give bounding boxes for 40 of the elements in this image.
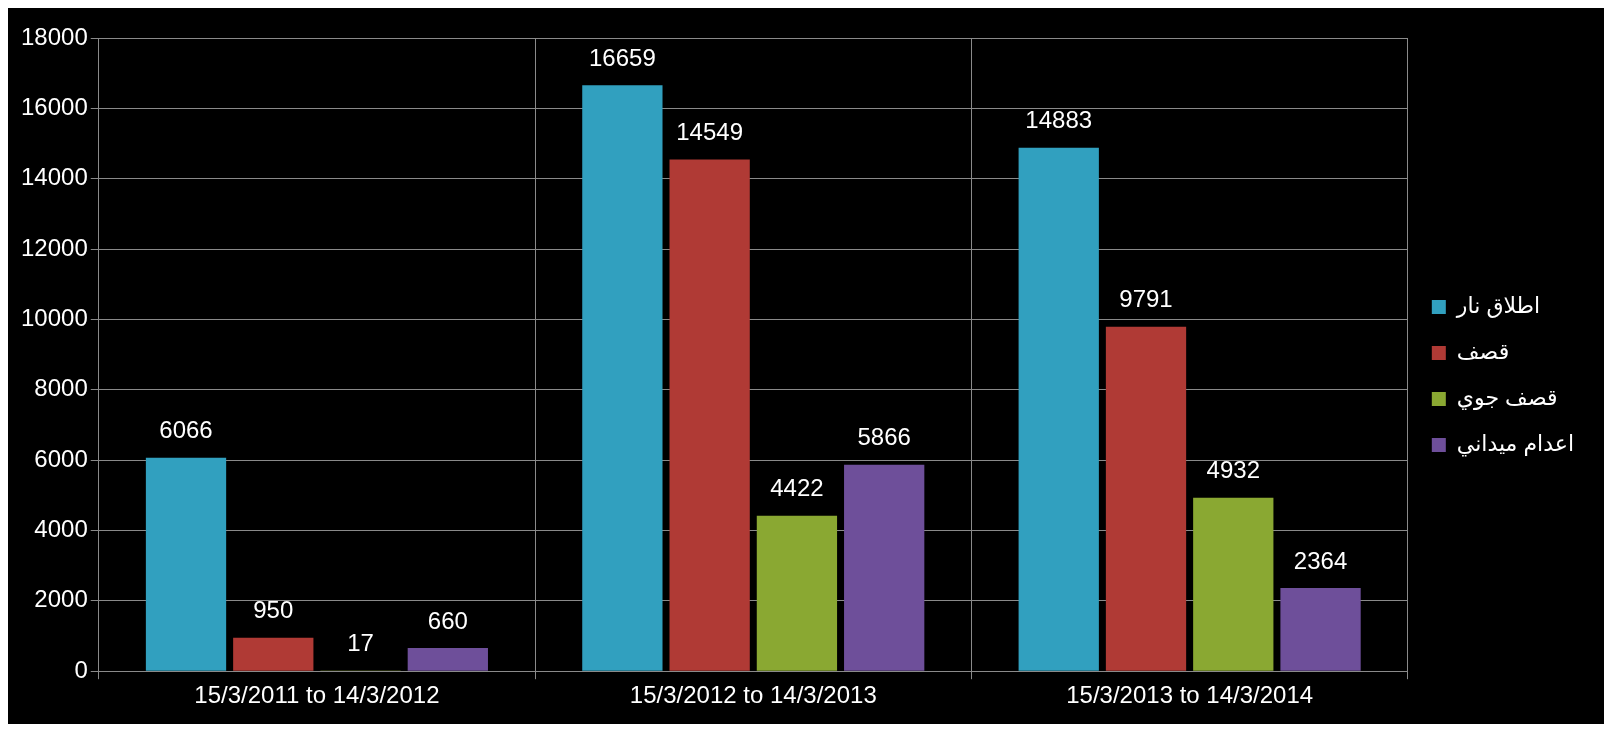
bar (407, 647, 488, 671)
y-tick-label: 4000 (34, 515, 88, 543)
data-label: 2364 (1293, 546, 1348, 574)
x-tick-label: 15/3/2013 to 14/3/2014 (1066, 681, 1314, 709)
y-tick-label: 14000 (20, 163, 88, 191)
data-label: 14883 (1025, 106, 1093, 134)
bar (582, 85, 663, 671)
y-tick-label: 18000 (20, 22, 88, 50)
legend-label: اعدام ميداني (1456, 431, 1575, 458)
y-tick-label: 10000 (20, 304, 88, 332)
bar (1280, 588, 1361, 671)
bar (756, 515, 838, 671)
bar (669, 159, 750, 671)
bar (145, 457, 227, 671)
data-label: 14549 (676, 118, 744, 146)
y-tick-label: 0 (74, 655, 88, 683)
bar (1018, 147, 1099, 671)
data-label: 4932 (1206, 456, 1260, 484)
y-tick-label: 2000 (34, 585, 88, 613)
data-label: 660 (427, 606, 468, 634)
data-label: 5866 (857, 423, 911, 451)
data-label: 6066 (159, 416, 213, 444)
legend-label: قصف (1456, 339, 1510, 365)
data-label: 4422 (770, 474, 824, 502)
data-label: 17 (347, 629, 374, 657)
legend-label: اطلاق نار (1455, 293, 1541, 319)
data-label: 950 (253, 596, 294, 624)
data-label: 16659 (589, 43, 656, 71)
x-tick-label: 15/3/2012 to 14/3/2013 (629, 681, 877, 709)
bar (844, 464, 925, 671)
data-label: 9791 (1119, 285, 1173, 313)
bar (1193, 497, 1274, 671)
x-tick-label: 15/3/2011 to 14/3/2012 (194, 681, 440, 709)
y-tick-label: 12000 (20, 233, 88, 261)
y-tick-label: 8000 (34, 374, 88, 402)
y-tick-label: 16000 (20, 92, 88, 120)
legend-label: قصف جوي (1456, 385, 1558, 411)
bar (233, 637, 314, 671)
bar (1105, 326, 1187, 671)
y-tick-label: 6000 (34, 444, 88, 472)
